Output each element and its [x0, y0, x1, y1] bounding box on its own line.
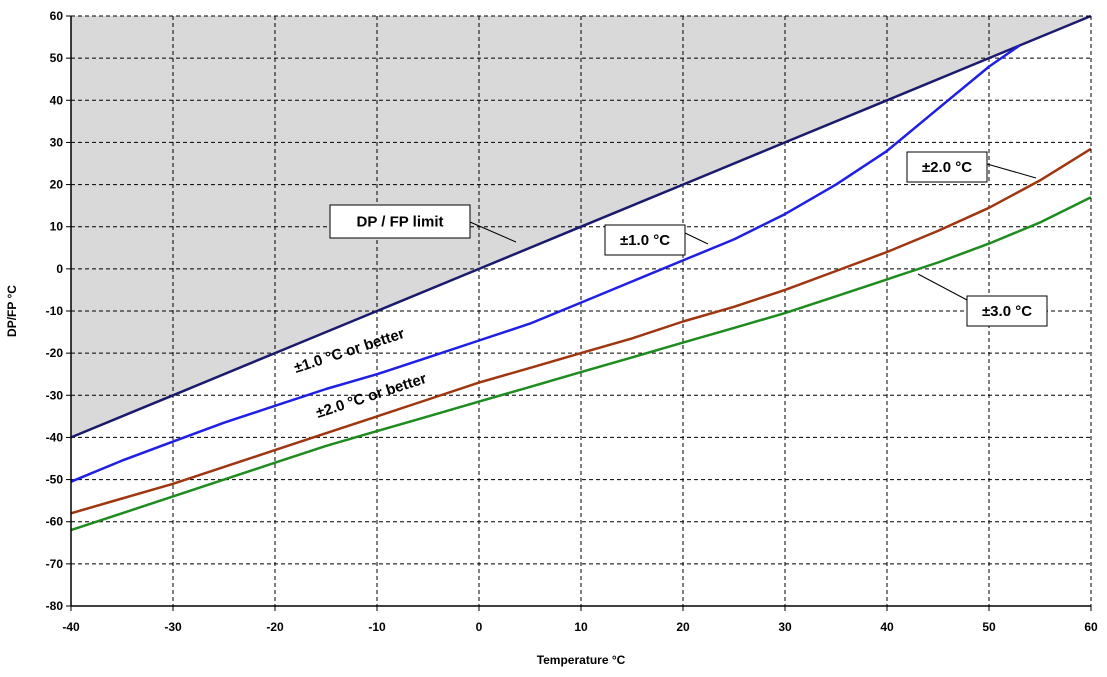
y-tick-label: -10 [46, 304, 64, 318]
tick-labels-group: -40 -30 -20 -10 0 10 20 30 40 50 60 -80 -70 -60 -50 -40… [46, 9, 1098, 634]
y-axis-title: DP/FP °C [5, 285, 19, 337]
x-tick-label: 60 [1084, 620, 1098, 634]
dp-fp-limit-line [70, 14, 1092, 439]
x-axis-title: Temperature °C [537, 653, 626, 667]
y-tick-label: -50 [46, 473, 64, 487]
accuracy-1c-callout-box [604, 224, 686, 256]
y-tick-label: 30 [50, 135, 64, 149]
accuracy-3c-callout-leader [917, 273, 968, 301]
accuracy-1c-line [70, 44, 1021, 483]
y-tick-label: 60 [50, 9, 64, 23]
y-tick-label: -80 [46, 599, 64, 613]
accuracy-1c-callout-leader [684, 232, 709, 245]
y-tick-label: -30 [46, 388, 64, 402]
y-tick-label: 40 [50, 93, 64, 107]
x-tick-label: -10 [368, 620, 386, 634]
dp-fp-limit-callout-leader [469, 221, 517, 243]
gridlines-group [71, 16, 1091, 606]
series-group [70, 14, 1092, 532]
x-tick-label: 20 [676, 620, 690, 634]
accuracy-3c-line [70, 196, 1092, 532]
axes-group [66, 15, 1092, 611]
accuracy-2c-callout-leader [986, 163, 1037, 179]
accuracy-2c-line [70, 147, 1092, 515]
accuracy-2c-callout-box [906, 151, 988, 183]
x-tick-label: 0 [476, 620, 483, 634]
y-tick-label: -40 [46, 430, 64, 444]
accuracy-2c-callout: ±2.0 °C [922, 159, 972, 176]
x-tick-label: 40 [880, 620, 894, 634]
accuracy-3c-callout-box [966, 295, 1048, 327]
y-tick-label: 20 [50, 178, 64, 192]
y-tick-label: 10 [50, 220, 64, 234]
y-tick-label: -60 [46, 515, 64, 529]
dp-fp-limit-callout-box [329, 204, 471, 239]
accuracy-1c-callout: ±1.0 °C [620, 232, 670, 249]
x-tick-label: 10 [574, 620, 588, 634]
y-tick-label: -20 [46, 346, 64, 360]
x-tick-label: 30 [778, 620, 792, 634]
y-tick-label: -70 [46, 557, 64, 571]
x-tick-label: -30 [164, 620, 182, 634]
accuracy-3c-callout: ±3.0 °C [982, 303, 1032, 320]
y-tick-label: 50 [50, 51, 64, 65]
dp-fp-limit-callout: DP / FP limit [357, 214, 444, 231]
y-tick-label: 0 [56, 262, 63, 276]
region-2c-or-better-label: ±2.0 °C or better [314, 370, 429, 422]
x-tick-label: -40 [62, 620, 80, 634]
x-tick-label: -20 [266, 620, 284, 634]
x-tick-label: 50 [982, 620, 996, 634]
